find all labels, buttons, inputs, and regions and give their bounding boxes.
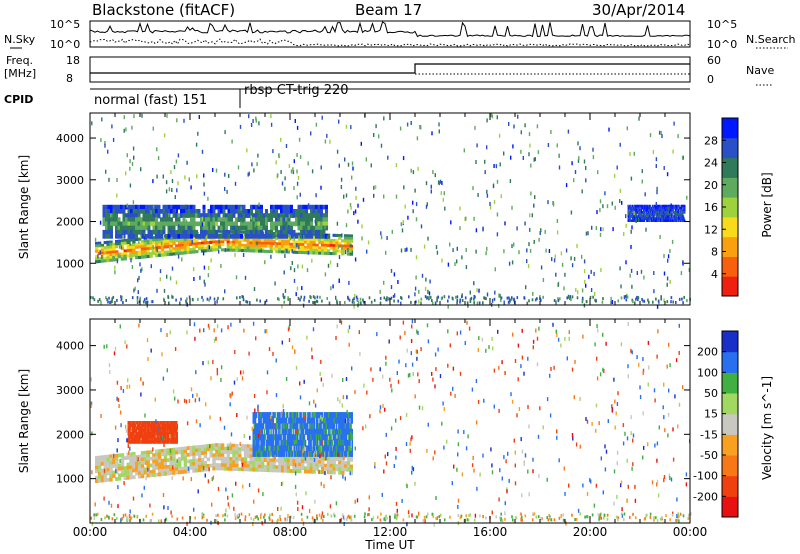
- velocity-y-axis-label: Slant Range [km]: [17, 369, 31, 473]
- y-tick-label: 3000: [56, 384, 84, 397]
- colorbar-tick-label: 4: [711, 268, 718, 281]
- scatter-speckles: [90, 319, 692, 527]
- beam-title: Beam 17: [355, 1, 422, 19]
- y-tick-label: 2000: [56, 216, 84, 229]
- nsearch-label: N.Search: [746, 33, 796, 46]
- colorbar-segment: [722, 157, 738, 178]
- freq-unit: [MHz]: [4, 67, 36, 80]
- colorbar-tick-label: 200: [697, 346, 718, 359]
- x-tick-label: 20:00: [573, 525, 608, 539]
- colorbar-tick-label: -15: [700, 428, 718, 441]
- colorbar-tick-label: 28: [704, 134, 718, 147]
- nsky-line: [89, 21, 691, 38]
- cpid-segment-1: normal (fast) 151: [94, 93, 207, 108]
- date-title: 30/Apr/2014: [592, 1, 685, 19]
- colorbar-tick-label: 12: [704, 223, 718, 236]
- y-tick-label: 1000: [56, 473, 84, 486]
- colorbar-segment: [722, 256, 738, 277]
- nave-label: Nave: [746, 64, 774, 77]
- y-tick-label: 4000: [56, 340, 84, 353]
- colorbar-tick-label: -50: [700, 449, 718, 462]
- y-tick-label: 4000: [56, 132, 84, 145]
- freq-tick-bottom: 8: [66, 72, 73, 85]
- station-title: Blackstone (fitACF): [92, 1, 235, 19]
- nave-tick-top: 60: [707, 54, 721, 67]
- x-tick-label: 00:00: [673, 525, 708, 539]
- x-tick-label: 16:00: [473, 525, 508, 539]
- y-tick-label: 1000: [56, 257, 84, 270]
- power-y-axis-label: Slant Range [km]: [17, 155, 31, 259]
- velocity-panel: 1000 2000 3000 4000: [56, 318, 692, 527]
- colorbar-segment: [722, 393, 738, 415]
- colorbar-segment: [722, 331, 738, 353]
- nsky-tick-bottom: 10^0: [50, 38, 80, 51]
- colorbar-segment: [722, 276, 738, 297]
- x-tick-label: 08:00: [273, 525, 308, 539]
- x-axis: 00:00 04:00 08:00 12:00 16:00 20:00 00:00: [73, 525, 708, 539]
- colorbar-tick-label: 24: [704, 157, 718, 170]
- colorbar-tick-label: 15: [704, 408, 718, 421]
- nsky-tick-top: 10^5: [50, 18, 80, 31]
- colorbar-tick-label: -100: [693, 470, 718, 483]
- colorbar-tick-label: 8: [711, 246, 718, 259]
- colorbar-segment: [722, 177, 738, 198]
- colorbar-segment: [722, 351, 738, 373]
- velocity-colorbar-label: Velocity [m s^-1]: [760, 376, 774, 480]
- freq-label: Freq.: [6, 54, 33, 67]
- power-colorbar-label: Power [dB]: [760, 172, 774, 237]
- colorbar-segment: [722, 216, 738, 238]
- negative-velocity: [127, 421, 178, 444]
- nsearch-line: [89, 38, 691, 47]
- y-tick-label: 2000: [56, 428, 84, 441]
- freq-panel-frame: [89, 56, 691, 83]
- scatter-speckles: [90, 113, 691, 309]
- nsky-label: N.Sky: [4, 33, 36, 46]
- power-colorbar: 4 8 12 16 20 24 28: [704, 117, 739, 297]
- nsearch-tick-top: 10^5: [707, 18, 737, 31]
- nave-tick-bottom: 0: [707, 73, 714, 86]
- colorbar-segment: [722, 475, 738, 497]
- x-tick-label: 04:00: [173, 525, 208, 539]
- upper-echo: [102, 204, 328, 239]
- velocity-colorbar: 200 100 50 15 -15 -50 -100 -200: [693, 330, 739, 518]
- colorbar-segment: [722, 413, 738, 435]
- colorbar-segment: [722, 137, 738, 159]
- colorbar-segment: [722, 236, 738, 257]
- power-panel: 1000 2000 3000 4000: [56, 112, 691, 309]
- x-tick-label: 00:00: [73, 525, 108, 539]
- freq-line: [90, 63, 690, 74]
- colorbar-segment: [722, 118, 738, 139]
- x-axis-label: Time UT: [364, 538, 415, 552]
- colorbar-tick-label: -200: [693, 490, 718, 503]
- colorbar-segment: [722, 372, 738, 394]
- colorbar-tick-label: 16: [704, 201, 718, 214]
- colorbar-tick-label: 100: [697, 366, 718, 379]
- cpid-segment-2: rbsp CT-trig 220: [244, 83, 349, 98]
- panel-frame: [89, 318, 691, 524]
- nsearch-tick-bottom: 10^0: [707, 38, 737, 51]
- y-tick-label: 3000: [56, 174, 84, 187]
- colorbar-tick-label: 50: [704, 387, 718, 400]
- colorbar-segment: [722, 197, 738, 218]
- colorbar-segment: [722, 496, 738, 518]
- colorbar-frame: [721, 330, 739, 518]
- positive-velocity: [252, 412, 353, 457]
- colorbar-tick-label: 20: [704, 179, 718, 192]
- parameter-panels: N.Sky 10^5 10^0 10^5 10^0 N.Search Freq.…: [4, 18, 796, 108]
- x-tick-label: 12:00: [373, 525, 408, 539]
- colorbar-segment: [722, 434, 738, 456]
- freq-tick-top: 18: [66, 54, 80, 67]
- nsky-panel-frame: [89, 20, 691, 48]
- cpid-label: CPID: [4, 93, 33, 106]
- colorbar-segment: [722, 455, 738, 477]
